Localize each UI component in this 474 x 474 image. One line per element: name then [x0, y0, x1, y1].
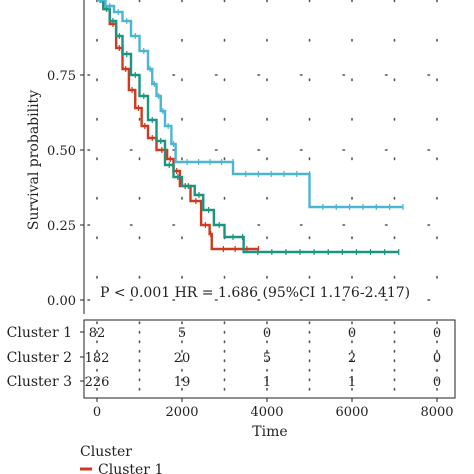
grid-lines	[87, 0, 456, 313]
x-tick-label: 0	[93, 405, 101, 420]
risk-count: 0	[263, 326, 271, 341]
risk-count: 0	[433, 326, 441, 341]
risk-row-label: Cluster 3	[7, 374, 72, 390]
risk-count: 0	[433, 351, 441, 366]
risk-count: 82	[89, 326, 106, 341]
stats-annotation: P < 0.001 HR = 1.686 (95%CI 1.176-2.417)	[100, 285, 410, 301]
risk-count: 182	[85, 351, 110, 366]
legend: Cluster Cluster 1	[80, 444, 163, 474]
risk-count: 20	[174, 351, 191, 366]
risk-count: 1	[348, 375, 356, 390]
y-axis-label: Survival probability	[26, 90, 42, 230]
y-tick-label: 0.50	[47, 144, 76, 159]
x-axis-ticks: 0 2000 4000 6000 8000	[93, 398, 454, 420]
y-tick-label: 0.75	[47, 69, 76, 84]
risk-count: 1	[263, 375, 271, 390]
risk-count: 0	[348, 326, 356, 341]
risk-count: 5	[263, 351, 271, 366]
risk-row-label: Cluster 2	[7, 350, 72, 366]
curve-cluster-2	[97, 0, 399, 254]
x-tick-label: 2000	[165, 405, 198, 420]
risk-table-frame	[83, 319, 456, 399]
y-tick-label: 0.25	[47, 219, 76, 234]
x-tick-label: 8000	[420, 405, 453, 420]
survival-curves	[97, 0, 404, 255]
km-plot-area: 0.00 0.25 0.50 0.75 Survival probability P …	[26, 0, 456, 314]
risk-count: 2	[348, 351, 356, 366]
x-tick-label: 6000	[335, 405, 368, 420]
risk-row-label: Cluster 1	[7, 325, 72, 341]
y-axis-ticks: 0.00 0.25 0.50 0.75	[47, 69, 84, 309]
legend-item-cluster-1: Cluster 1	[98, 462, 163, 474]
risk-count: 5	[178, 326, 186, 341]
x-tick-label: 4000	[250, 405, 283, 420]
risk-count: 19	[174, 375, 191, 390]
y-tick-label: 0.00	[47, 294, 76, 309]
curve-cluster-1	[97, 0, 259, 251]
curve-cluster-3	[97, 0, 403, 209]
risk-count: 0	[433, 375, 441, 390]
risk-count: 226	[85, 375, 110, 390]
x-axis-label: Time	[252, 424, 287, 440]
legend-title: Cluster	[80, 444, 132, 460]
